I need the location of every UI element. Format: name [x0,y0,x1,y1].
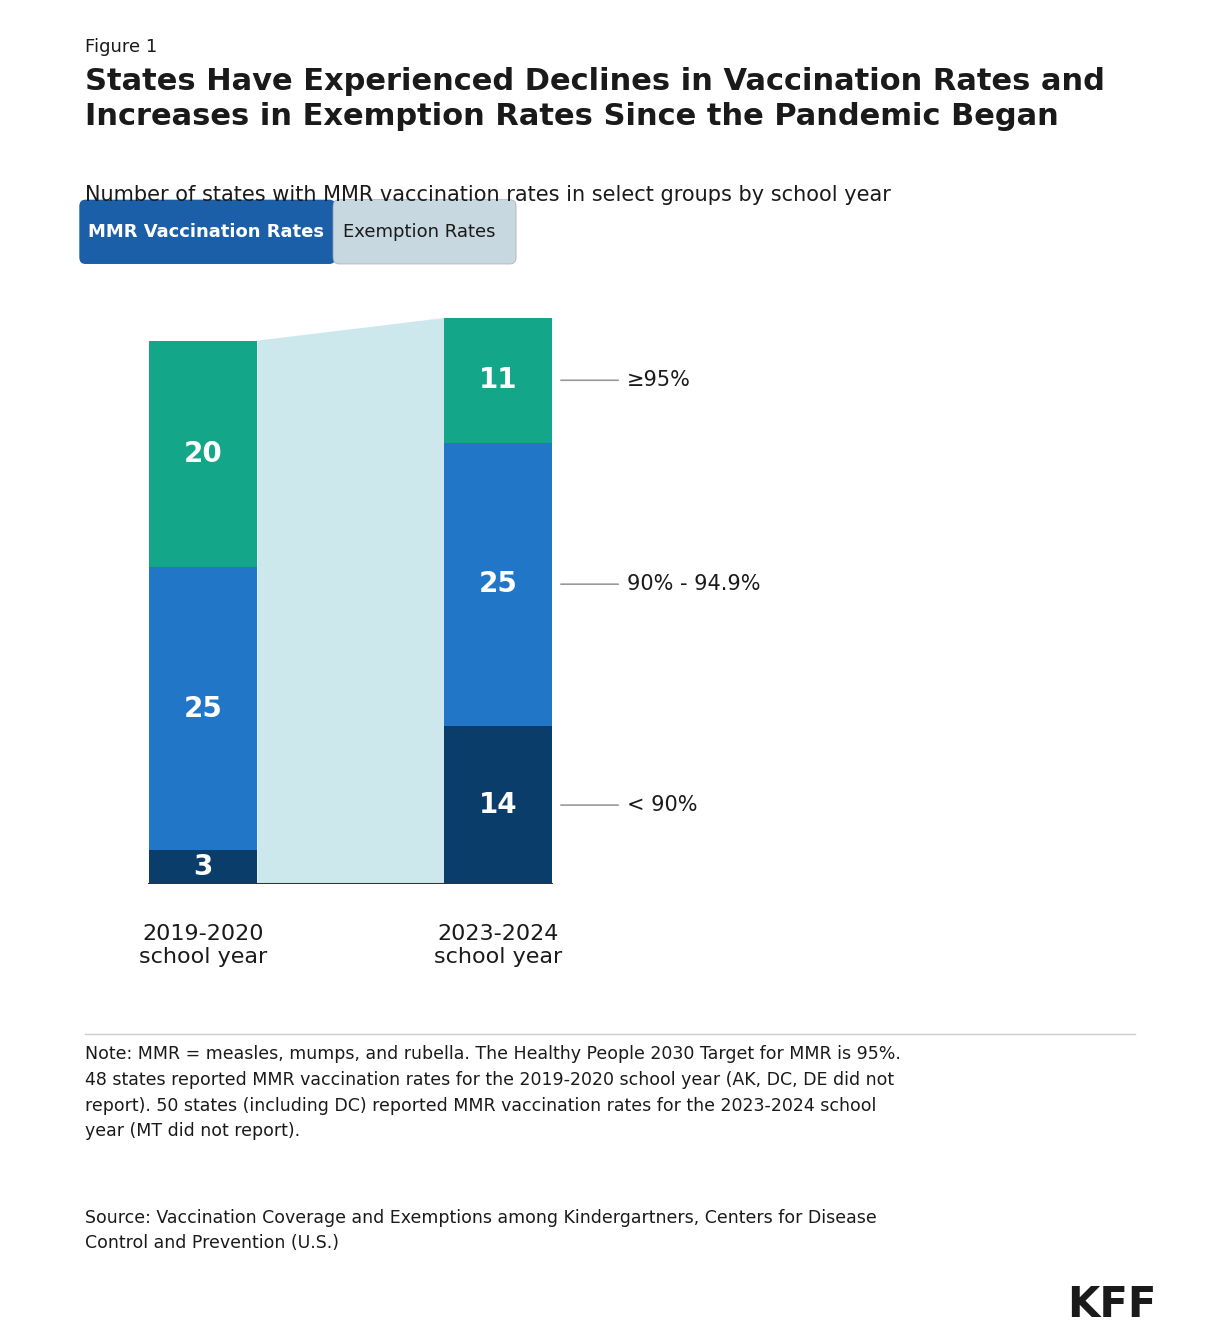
Text: < 90%: < 90% [627,795,698,815]
Text: Exemption Rates: Exemption Rates [343,222,495,241]
Bar [444,318,553,442]
Text: Source: Vaccination Coverage and Exemptions among Kindergartners, Centers for Di: Source: Vaccination Coverage and Exempti… [85,1209,877,1253]
Text: States Have Experienced Declines in Vaccination Rates and
Increases in Exemption: States Have Experienced Declines in Vacc… [85,67,1105,131]
Text: 11: 11 [479,366,517,394]
Text: 25: 25 [478,571,517,598]
Text: 2023-2024
school year: 2023-2024 school year [434,925,562,967]
Text: 3: 3 [194,854,213,882]
Text: ≥95%: ≥95% [627,370,691,390]
Text: 2019-2020
school year: 2019-2020 school year [139,925,267,967]
Bar [444,726,553,884]
Text: Figure 1: Figure 1 [85,38,157,55]
Bar [149,567,257,851]
Text: 14: 14 [479,791,517,819]
Text: Number of states with MMR vaccination rates in select groups by school year: Number of states with MMR vaccination ra… [85,185,892,205]
Text: Note: MMR = measles, mumps, and rubella. The Healthy People 2030 Target for MMR : Note: MMR = measles, mumps, and rubella.… [85,1045,902,1140]
Bar [149,340,257,567]
Text: 25: 25 [184,695,223,722]
Text: 20: 20 [184,440,223,468]
Text: 90% - 94.9%: 90% - 94.9% [627,574,760,594]
Bar [149,851,257,884]
Polygon shape [257,318,444,884]
Text: KFF: KFF [1068,1284,1157,1325]
Text: MMR Vaccination Rates: MMR Vaccination Rates [88,222,323,241]
Bar [444,442,553,726]
